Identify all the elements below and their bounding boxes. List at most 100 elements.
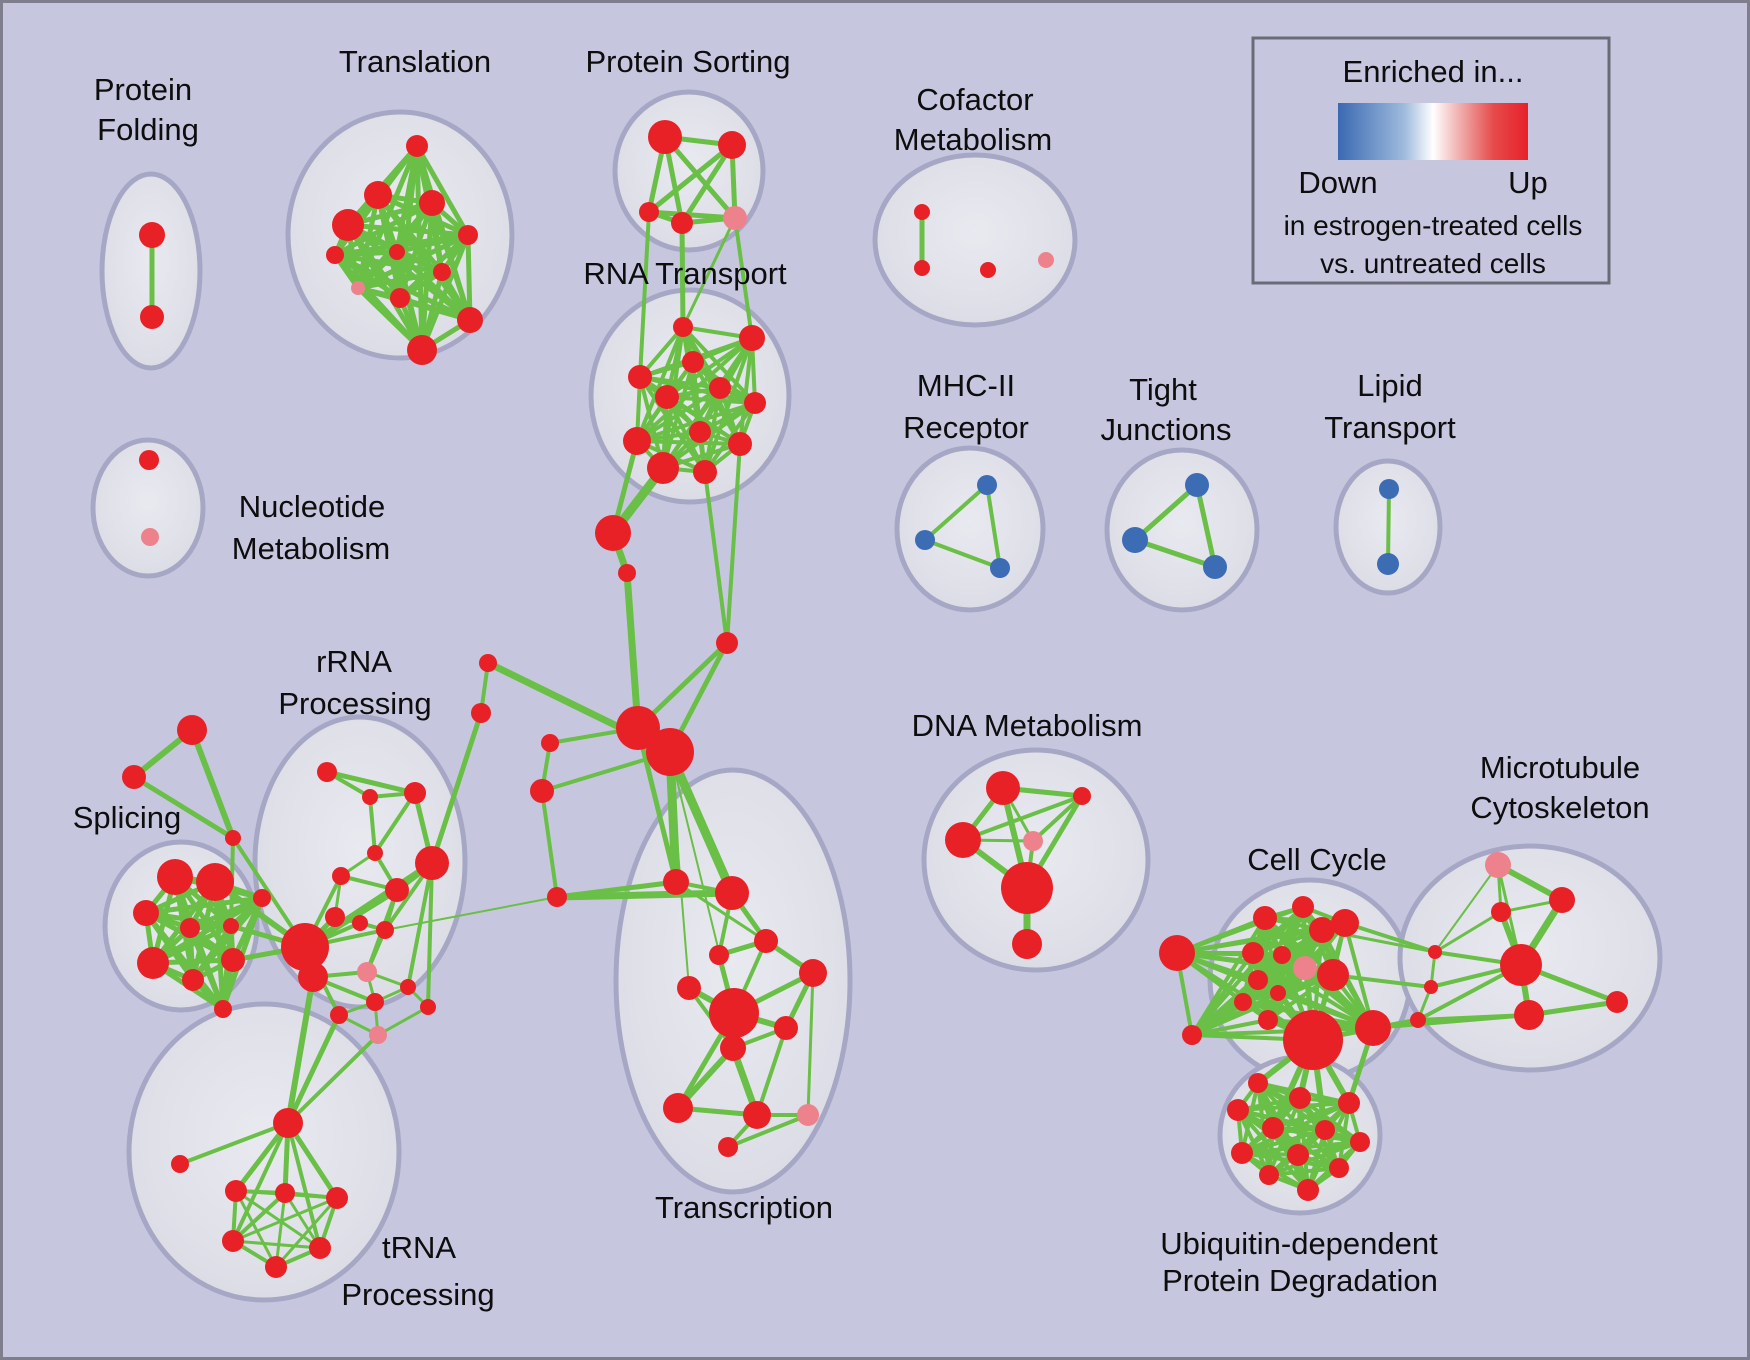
- cofactor-metabolism-node-1: [914, 260, 930, 276]
- rna-transport-node-1: [739, 325, 765, 351]
- link-microtubule-cytoskeleton--cell-cycle: [1343, 921, 1437, 954]
- trna-processing-node-1: [171, 1155, 189, 1173]
- tight-junctions-edge: [1132, 537, 1218, 570]
- microtubule-cytoskeleton-label-0: Microtubule: [1480, 750, 1640, 785]
- ubiquitin-degradation-node-5: [1315, 1120, 1335, 1140]
- ubiquitin-degradation-label-1: Protein Degradation: [1162, 1263, 1438, 1298]
- ubiquitin-degradation-node-3: [1227, 1099, 1249, 1121]
- nucleotide-metabolism-ellipse: [90, 437, 206, 579]
- rna-transport-edge: [635, 439, 742, 446]
- ubiquitin-degradation-edge: [1240, 1128, 1327, 1155]
- cell-cycle-edge: [1190, 1000, 1245, 1037]
- protein-sorting-node-1: [718, 131, 746, 159]
- transcription-node-7: [709, 988, 759, 1038]
- translation-node-10: [407, 335, 437, 365]
- rrna-processing-node-7: [325, 907, 345, 927]
- cell-cycle-node-11: [1270, 985, 1286, 1001]
- cell-cycle-node-3: [1292, 896, 1314, 918]
- ubiquitin-degradation-label-0: Ubiquitin-dependent: [1160, 1226, 1438, 1261]
- link-rrna-processing--trna-processing: [286, 1033, 380, 1125]
- translation-node-6: [433, 263, 451, 281]
- transcription-edge: [726, 1113, 810, 1149]
- rna-transport-node-9: [728, 432, 752, 456]
- translation-node-5: [389, 244, 405, 260]
- link-connectors--transcription: [635, 725, 679, 885]
- lipid-transport-label-0: Lipid: [1357, 368, 1423, 403]
- translation-edge: [332, 252, 473, 323]
- translation-label-0: Translation: [339, 44, 491, 79]
- splicing-edge: [150, 895, 265, 966]
- connectors-node-5: [541, 734, 559, 752]
- translation-edge: [345, 222, 471, 238]
- ubiquitin-degradation-node-6: [1350, 1132, 1370, 1152]
- link-protein-sorting--rna-transport: [733, 216, 754, 340]
- transcription-node-10: [663, 1093, 693, 1123]
- transcription-node-3: [754, 929, 778, 953]
- tight-junctions-node-0: [1185, 473, 1209, 497]
- cell-cycle-node-2: [1253, 906, 1277, 930]
- translation-node-4: [458, 225, 478, 245]
- legend-title: Enriched in...: [1343, 54, 1524, 89]
- dna-metabolism-edge: [1031, 794, 1084, 843]
- cell-cycle-edge: [1343, 921, 1375, 1030]
- nucleotide-metabolism-node-0: [139, 450, 159, 470]
- rrna-processing-node-14: [420, 999, 436, 1015]
- splicing-node-7: [223, 918, 239, 934]
- protein-folding-node-0: [139, 222, 165, 248]
- mhc-ii-receptor-edge: [985, 483, 1002, 570]
- link-connectors--transcription: [665, 747, 737, 898]
- trna-processing-node-2: [225, 1180, 247, 1202]
- mhc-ii-receptor-node-2: [990, 558, 1010, 578]
- cofactor-metabolism-node-0: [914, 204, 930, 220]
- legend: Enriched in... Down Up in estrogen-treated …: [1251, 36, 1611, 285]
- translation-edge: [355, 269, 445, 291]
- dna-metabolism-node-3: [1023, 831, 1043, 851]
- splicing-node-0: [177, 715, 207, 745]
- lipid-transport-edge: [1386, 487, 1391, 566]
- splicing-node-4: [196, 863, 234, 901]
- rrna-processing-node-6: [415, 846, 449, 880]
- cell-cycle-edge: [1190, 1018, 1270, 1037]
- tight-junctions-edge: [1132, 482, 1200, 543]
- cell-cycle-node-12: [1234, 993, 1252, 1011]
- ubiquitin-degradation-node-0: [1248, 1073, 1268, 1093]
- cofactor-metabolism-node-2: [980, 262, 996, 278]
- rna-transport-node-11: [693, 460, 717, 484]
- ubiquitin-degradation-node-11: [1297, 1179, 1319, 1201]
- transcription-edge: [755, 1026, 788, 1117]
- rrna-processing-node-16: [281, 923, 329, 971]
- trna-processing-edge: [231, 1191, 287, 1243]
- splicing-node-3: [157, 859, 193, 895]
- rna-transport-node-2: [682, 351, 704, 373]
- microtubule-cytoskeleton-node-4: [1606, 991, 1628, 1013]
- microtubule-cytoskeleton-node-1: [1549, 887, 1575, 913]
- rrna-processing-node-5: [385, 878, 409, 902]
- transcription-node-4: [709, 945, 729, 965]
- link-rna-transport--connectors: [703, 470, 729, 645]
- cell-cycle-node-14: [1283, 1010, 1343, 1070]
- dna-metabolism-node-0: [986, 771, 1020, 805]
- dna-metabolism-label-0: DNA Metabolism: [912, 708, 1143, 743]
- legend-caption-line2: vs. untreated cells: [1320, 248, 1546, 279]
- transcription-label-0: Transcription: [655, 1190, 833, 1225]
- cell-cycle-edge: [1190, 1026, 1375, 1037]
- rna-transport-node-8: [623, 427, 651, 455]
- legend-box: [1251, 36, 1611, 285]
- cell-cycle-node-7: [1273, 946, 1291, 964]
- mhc-ii-receptor-label-0: MHC-II: [917, 368, 1015, 403]
- translation-node-1: [364, 181, 392, 209]
- rrna-processing-node-15: [369, 1026, 387, 1044]
- splicing-node-12: [214, 1000, 232, 1018]
- cell-cycle-edge: [1190, 951, 1255, 1037]
- link-protein-sorting--rna-transport: [681, 216, 737, 329]
- protein-folding-label-1: Folding: [97, 112, 199, 147]
- splicing-node-8: [137, 947, 169, 979]
- rna-transport-node-7: [689, 421, 711, 443]
- ubiquitin-degradation-node-2: [1338, 1092, 1360, 1114]
- dna-metabolism-node-2: [945, 822, 981, 858]
- translation-edge: [394, 249, 473, 323]
- link-microtubule-cytoskeleton--cell-cycle: [1331, 973, 1433, 989]
- cofactor-metabolism-label-0: Cofactor: [916, 82, 1033, 117]
- rrna-processing-label-1: Processing: [278, 686, 431, 721]
